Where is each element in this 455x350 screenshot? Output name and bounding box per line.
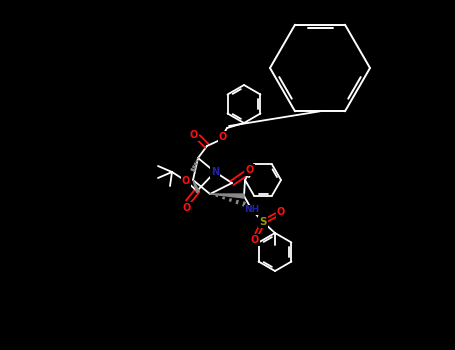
Text: O: O (182, 176, 190, 186)
Text: O: O (246, 165, 254, 175)
Polygon shape (193, 180, 199, 193)
Text: NH: NH (244, 205, 260, 215)
Text: O: O (190, 130, 198, 140)
Text: O: O (183, 203, 191, 213)
Polygon shape (210, 194, 244, 198)
Text: O: O (219, 132, 227, 142)
Text: O: O (277, 207, 285, 217)
Text: S: S (259, 217, 267, 227)
Text: N: N (211, 167, 219, 177)
Text: O: O (251, 235, 259, 245)
